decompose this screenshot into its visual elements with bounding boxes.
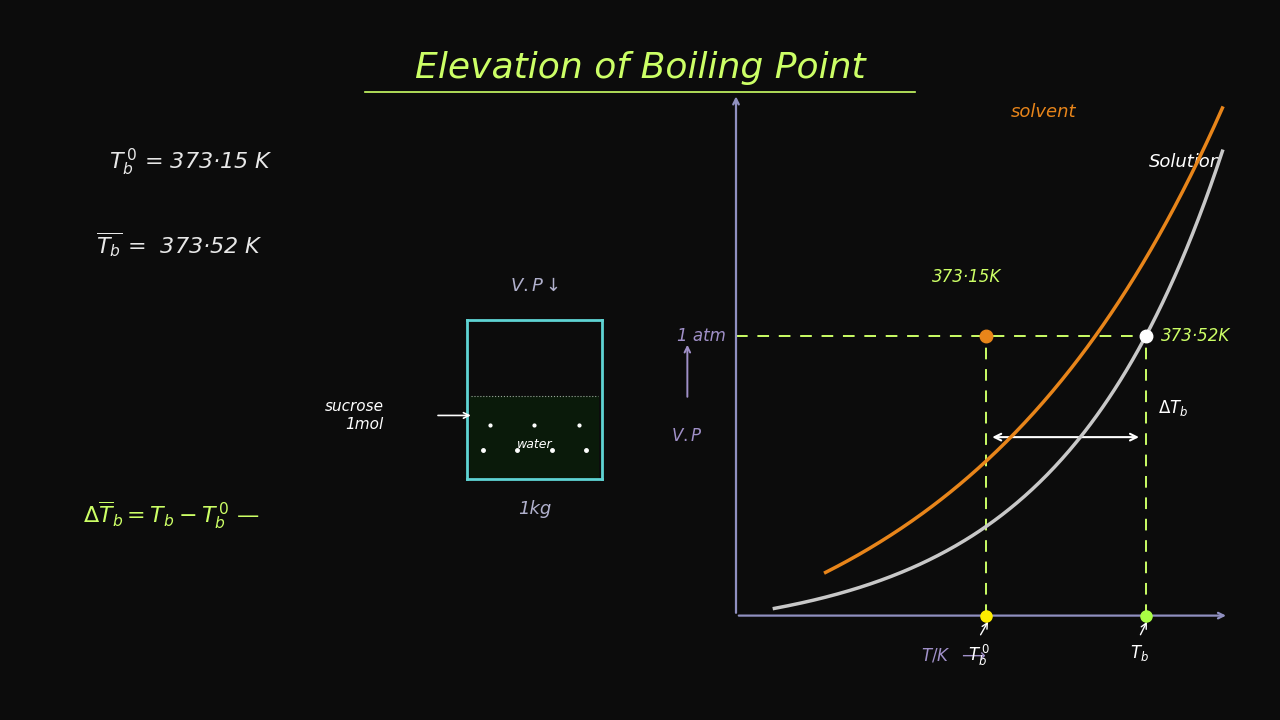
- Text: 373·15K: 373·15K: [932, 268, 1001, 286]
- Text: $\overline{T_b}$ =  373·52 K: $\overline{T_b}$ = 373·52 K: [96, 230, 262, 259]
- Text: $T_b^{\,0}$: $T_b^{\,0}$: [968, 643, 991, 668]
- Bar: [470, 396, 599, 478]
- Text: Solution: Solution: [1149, 153, 1222, 171]
- Text: $T/K$  $\longrightarrow$: $T/K$ $\longrightarrow$: [920, 647, 987, 664]
- Text: 373·52K: 373·52K: [1161, 328, 1230, 346]
- Text: $T_b^{\,0}$ = 373·15 K: $T_b^{\,0}$ = 373·15 K: [109, 146, 273, 178]
- Text: 1kg: 1kg: [518, 500, 550, 518]
- Text: solvent: solvent: [1011, 102, 1076, 120]
- Text: 1 atm: 1 atm: [677, 328, 726, 346]
- Text: water: water: [517, 438, 552, 451]
- Text: $V.P$: $V.P$: [672, 426, 703, 444]
- Text: $\Delta T_b$: $\Delta T_b$: [1158, 398, 1189, 418]
- Text: $T_b$: $T_b$: [1130, 643, 1148, 663]
- Text: $V.P\downarrow$: $V.P\downarrow$: [509, 276, 559, 294]
- Text: Elevation of Boiling Point: Elevation of Boiling Point: [415, 51, 865, 86]
- Text: sucrose
1mol: sucrose 1mol: [325, 399, 384, 431]
- Text: $\Delta \overline{T}_b = T_b - T_b^{\,0}$ —: $\Delta \overline{T}_b = T_b - T_b^{\,0}…: [83, 499, 260, 531]
